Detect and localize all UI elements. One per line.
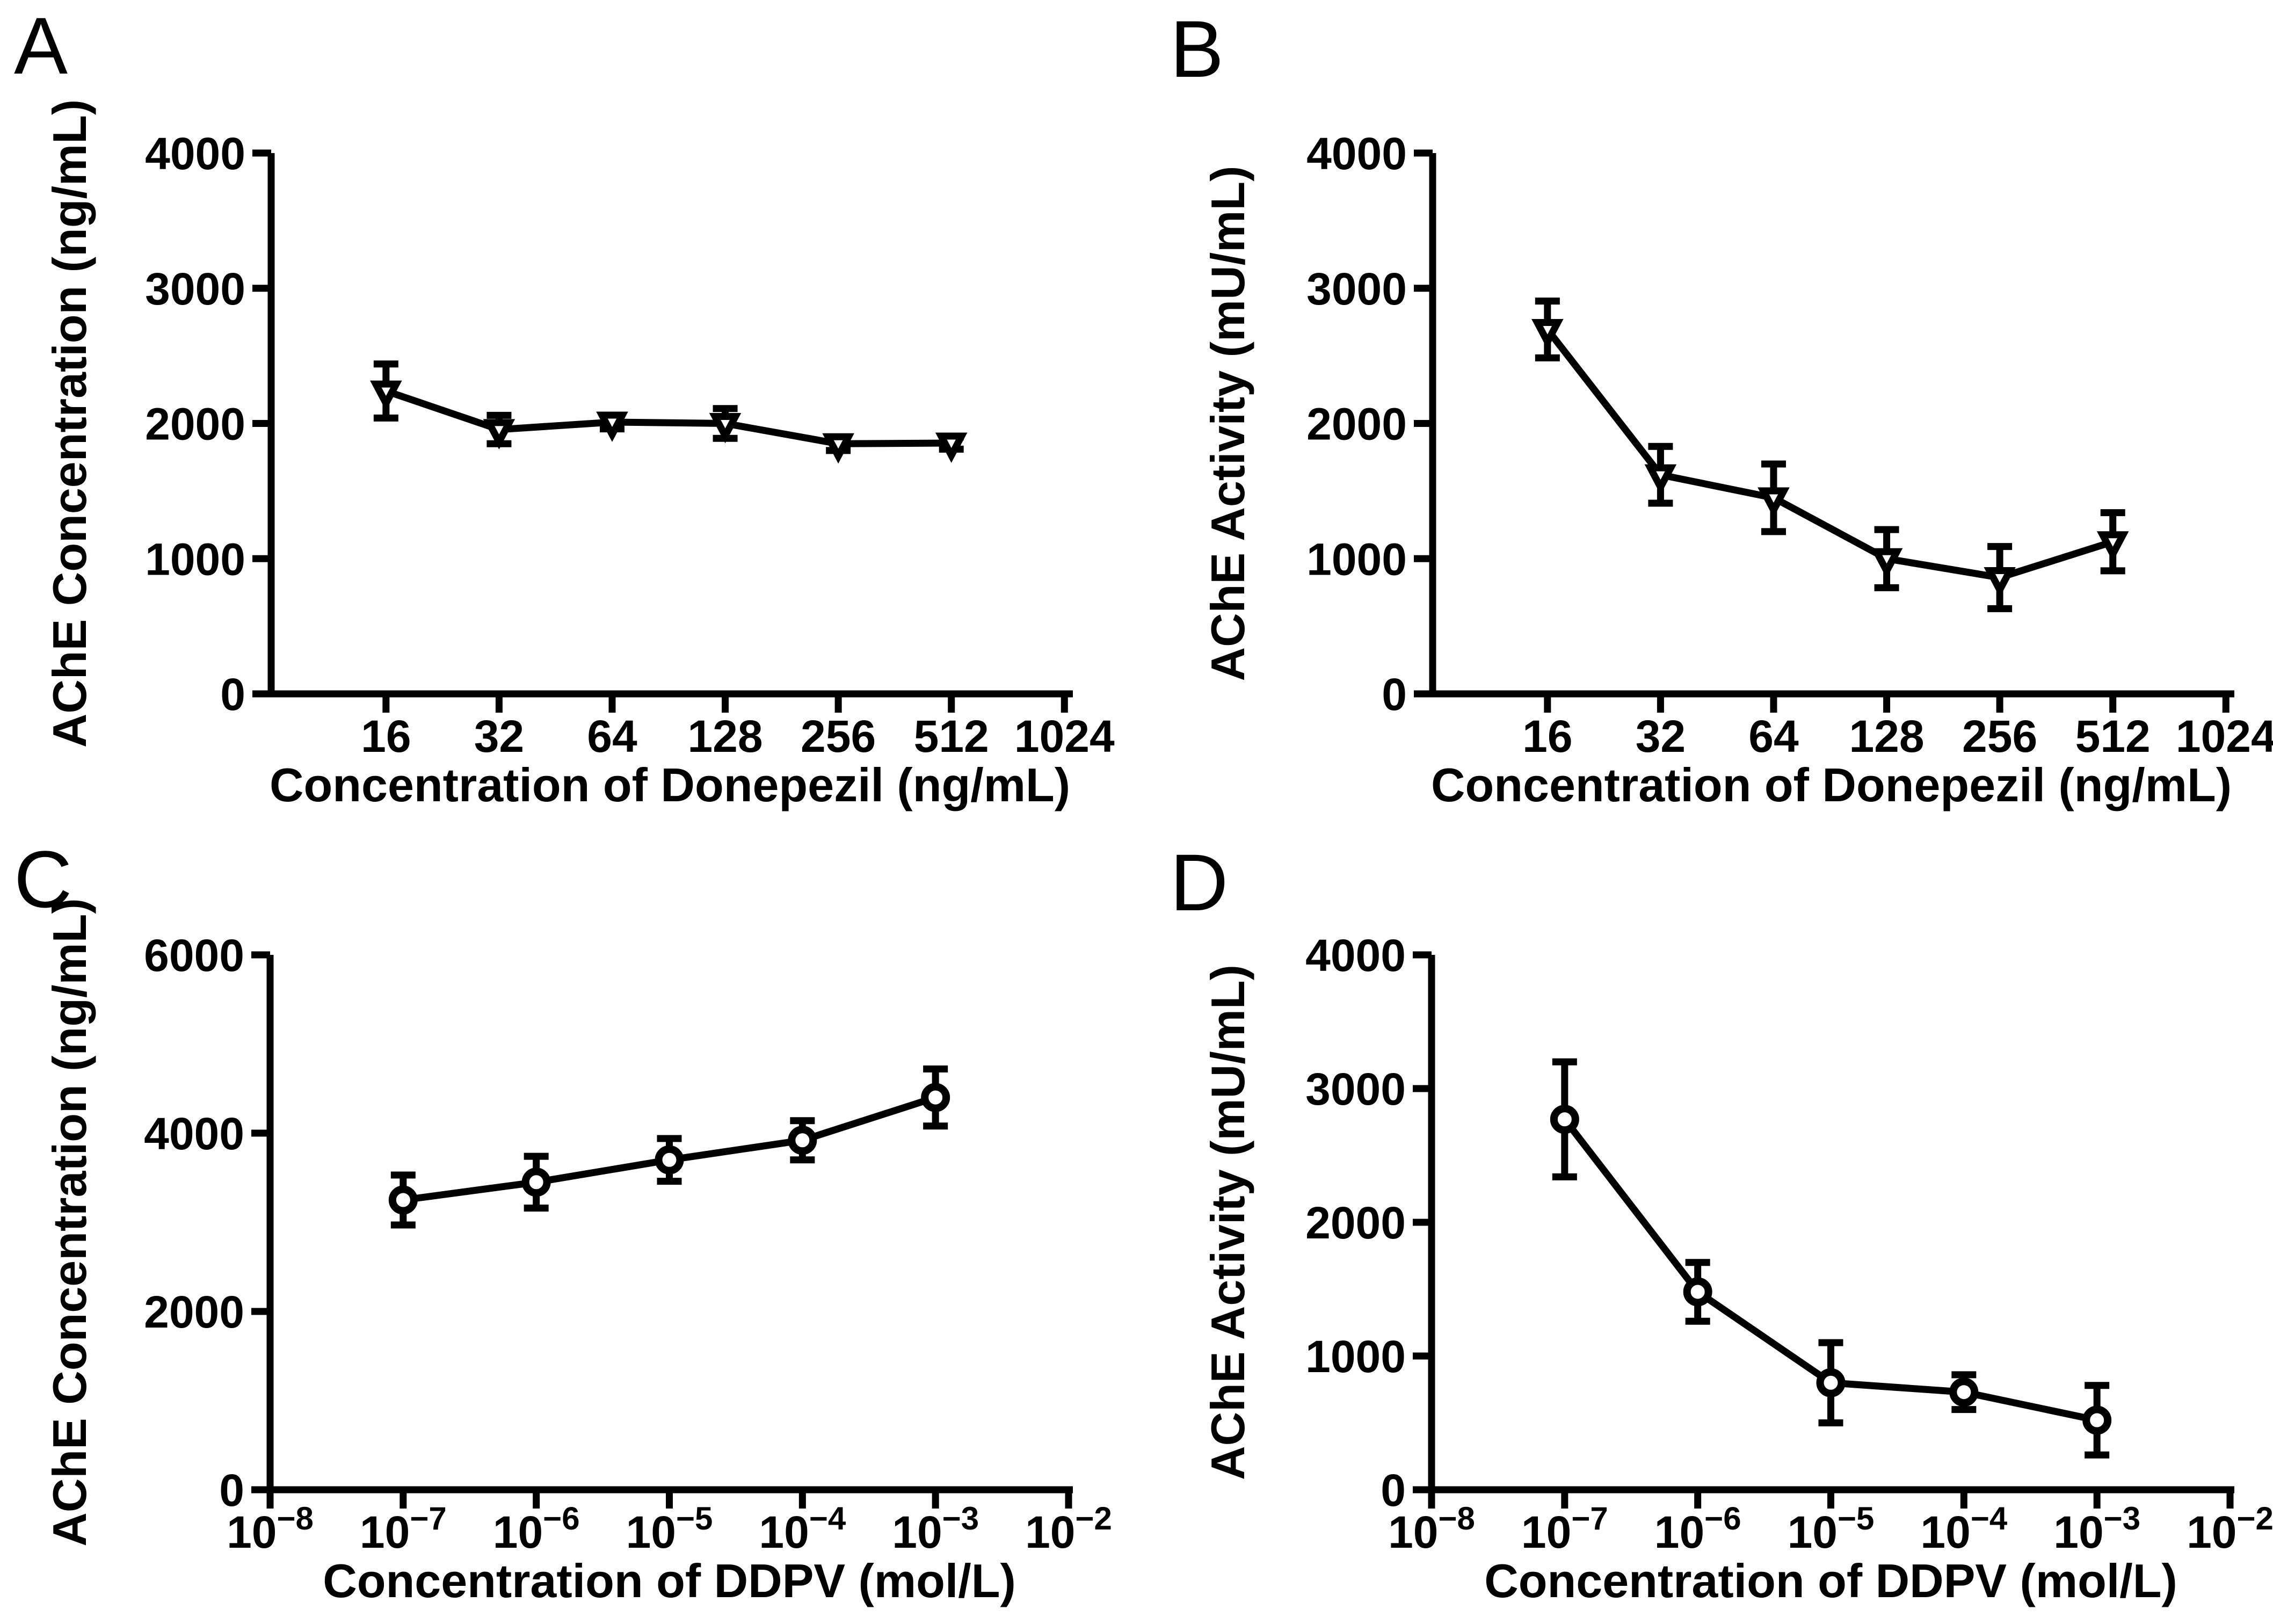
panel-c-chart: 0 2000 4000 6000 10−8 10−7 10−6 10−5 10−4 10−3 10−…	[43, 898, 1112, 1607]
y-tick-label: 3000	[1306, 264, 1407, 314]
data-point-marker	[1984, 567, 2016, 598]
x-tick-label: 10−6	[493, 1500, 580, 1557]
x-tick-label: 10−5	[1788, 1500, 1875, 1557]
data-point-marker	[921, 1083, 950, 1112]
panel-d-chart: 0 1000 2000 3000 4000 10−8 10−7 10−6 10−5 10−4 10−…	[1201, 930, 2273, 1607]
x-tick-label: 32	[474, 711, 524, 762]
data-point-marker	[655, 1145, 684, 1175]
panel-label-c: C	[14, 834, 72, 924]
x-tick-label: 512	[2075, 711, 2151, 762]
data-line	[1544, 327, 2114, 582]
x-axis-title: Concentration of Donepezil (ng/mL)	[1431, 758, 2232, 811]
x-tick-label: 10−3	[2053, 1500, 2140, 1557]
x-tick-label: 256	[1962, 711, 2037, 762]
data-line	[384, 387, 952, 447]
data-point-marker	[596, 411, 628, 442]
y-axis-title: AChE Activity (mU/mL)	[1201, 965, 1254, 1480]
y-tick-label: 6000	[144, 930, 244, 981]
y-tick-label: 2000	[145, 399, 245, 450]
y-tick-label: 2000	[1306, 399, 1407, 450]
panel-a: A 0 1000 2000 3000 4000 16 32 64 128 256 512 1024 Co…	[0, 0, 1136, 812]
y-tick-label: 1000	[1306, 534, 1407, 584]
x-tick-label: 10−8	[227, 1500, 314, 1557]
y-tick-label: 3000	[145, 264, 245, 314]
y-tick-label: 4000	[145, 128, 245, 179]
panel-c: C 0 2000 4000 6000 10−8 10−7 10−6 10−5 10−4 10−3 1…	[0, 812, 1136, 1624]
x-tick-label: 10−2	[1025, 1500, 1112, 1557]
data-point-marker	[1531, 319, 1564, 350]
x-tick-label: 512	[914, 711, 989, 762]
y-axis-title: AChE Concentration (ng/mL)	[43, 898, 96, 1546]
panel-b-chart: 0 1000 2000 3000 4000 16 32 64 128 256 512 1024Conc…	[1201, 128, 2273, 811]
panel-a-chart: 0 1000 2000 3000 4000 16 32 64 128 256 512 1024Conc…	[43, 99, 1115, 811]
x-tick-label: 64	[587, 711, 637, 762]
y-axis-title: AChE Concentration (ng/mL)	[43, 99, 96, 748]
y-tick-label: 1000	[1305, 1331, 1406, 1382]
panel-label-a: A	[14, 1, 68, 91]
panel-d: D 0 1000 2000 3000 4000 10−8 10−7 10−6 10−5 10−4 1…	[1137, 812, 2273, 1624]
data-point-marker	[2082, 1405, 2112, 1435]
x-tick-label: 1024	[1014, 711, 1115, 762]
data-point-marker	[370, 380, 402, 411]
panel-label-d: D	[1170, 837, 1229, 927]
y-tick-label: 4000	[1305, 930, 1406, 981]
x-tick-label: 16	[361, 711, 411, 762]
x-tick-label: 16	[1522, 711, 1572, 762]
data-point-marker	[2096, 531, 2129, 562]
data-point-marker	[1949, 1378, 1979, 1407]
y-tick-label: 0	[219, 1465, 244, 1516]
x-tick-label: 128	[1849, 711, 1924, 762]
data-point-marker	[1816, 1368, 1846, 1397]
y-axis-title: AChE Activity (mU/mL)	[1201, 166, 1254, 682]
data-point-marker	[1550, 1105, 1579, 1134]
y-tick-label: 4000	[144, 1108, 244, 1159]
y-tick-label: 0	[1381, 1465, 1406, 1516]
x-tick-label: 10−4	[759, 1500, 846, 1557]
y-tick-label: 0	[220, 669, 245, 720]
panel-label-b: B	[1170, 4, 1224, 94]
x-tick-label: 32	[1636, 711, 1686, 762]
y-tick-label: 3000	[1305, 1064, 1406, 1114]
data-point-marker	[788, 1126, 817, 1155]
data-point-marker	[1683, 1277, 1712, 1307]
x-tick-label: 10−5	[626, 1500, 713, 1557]
data-point-marker	[483, 419, 515, 450]
x-tick-label: 10−8	[1388, 1500, 1475, 1557]
x-tick-label: 10−3	[892, 1500, 979, 1557]
panel-b: B 0 1000 2000 3000 4000 16 32 64 128 256 512 1024 Co…	[1137, 0, 2273, 812]
x-tick-label: 10−7	[1521, 1500, 1608, 1557]
data-point-marker	[935, 432, 968, 463]
x-tick-label: 10−6	[1654, 1500, 1741, 1557]
data-point-marker	[709, 413, 742, 444]
data-point-marker	[1758, 487, 1790, 518]
y-tick-label: 2000	[1305, 1198, 1406, 1248]
data-point-marker	[521, 1168, 551, 1197]
x-tick-label: 10−4	[1920, 1500, 2007, 1557]
data-point-marker	[388, 1185, 418, 1215]
x-axis-title: Concentration of DDPV (mol/L)	[323, 1554, 1016, 1607]
x-axis-title: Concentration of Donepezil (ng/mL)	[270, 758, 1070, 811]
x-tick-label: 128	[687, 711, 762, 762]
x-axis-title: Concentration of DDPV (mol/L)	[1484, 1554, 2177, 1607]
x-tick-label: 10−7	[360, 1500, 447, 1557]
data-point-marker	[1644, 464, 1677, 495]
data-point-marker	[1870, 548, 1903, 579]
x-tick-label: 1024	[2176, 711, 2273, 762]
x-tick-label: 256	[801, 711, 876, 762]
y-tick-label: 2000	[144, 1287, 244, 1337]
x-tick-label: 64	[1748, 711, 1799, 762]
y-tick-label: 0	[1382, 669, 1407, 720]
x-tick-label: 10−2	[2187, 1500, 2273, 1557]
y-tick-label: 4000	[1306, 128, 1407, 179]
y-tick-label: 1000	[145, 534, 245, 584]
data-point-marker	[822, 433, 854, 464]
